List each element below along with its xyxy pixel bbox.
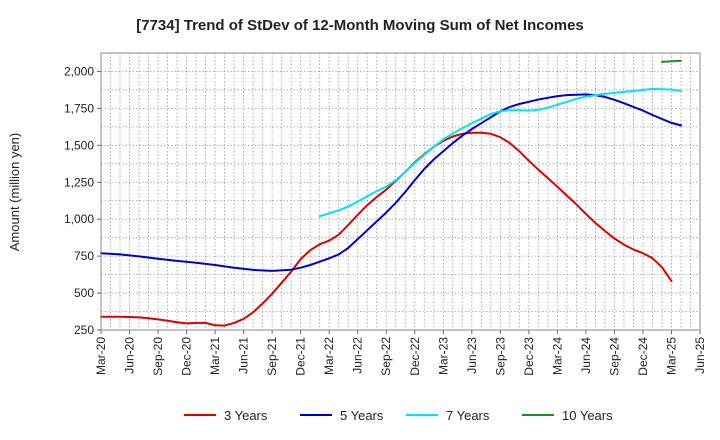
x-tick-label: Sep-23: [493, 337, 507, 376]
x-tick-label: Mar-20: [94, 337, 108, 375]
x-tick-label: Sep-20: [151, 337, 165, 376]
y-tick-label: 500: [74, 286, 94, 300]
x-tick-label: Jun-21: [237, 337, 251, 374]
x-tick-label: Mar-22: [322, 337, 336, 375]
y-tick-label: 2,000: [64, 64, 94, 78]
legend-item: 3 Years: [184, 408, 268, 423]
legend-label: 5 Years: [340, 408, 384, 423]
x-tick-label: Sep-21: [265, 337, 279, 376]
legend-item: 10 Years: [522, 408, 613, 423]
series-line-5-years: [100, 93, 682, 272]
y-tick-label: 750: [74, 249, 94, 263]
plot-frame: [100, 52, 701, 331]
y-tick-label: 1,750: [64, 101, 94, 115]
series-line-10-years: [661, 59, 682, 63]
x-tick-label: Jun-25: [693, 337, 707, 374]
legend-label: 3 Years: [224, 408, 268, 423]
x-tick-label: Dec-23: [522, 337, 536, 376]
legend-label: 10 Years: [562, 408, 613, 423]
x-tick-label: Mar-25: [664, 337, 678, 375]
x-tick-label: Dec-22: [408, 337, 422, 376]
legend-label: 7 Years: [446, 408, 490, 423]
x-tick-label: Sep-24: [607, 337, 621, 376]
y-axis-label: Amount (million yen): [7, 133, 22, 252]
x-tick-label: Dec-24: [636, 337, 650, 376]
series-lines: [100, 59, 682, 327]
x-tick-label: Jun-22: [351, 337, 365, 374]
y-tick-label: 1,250: [64, 175, 94, 189]
x-tick-label: Mar-24: [550, 337, 564, 375]
series-line-7-years: [318, 87, 682, 218]
x-tick-label: Mar-21: [208, 337, 222, 375]
y-tick-label: 250: [74, 323, 94, 337]
legend-item: 5 Years: [300, 408, 384, 423]
x-tick-label: Jun-23: [465, 337, 479, 374]
x-tick-label: Jun-24: [579, 337, 593, 374]
x-tick-label: Dec-20: [180, 337, 194, 376]
grid: [100, 52, 701, 331]
y-tick-label: 1,500: [64, 138, 94, 152]
x-axis: Mar-20 Jun-20 Sep-20 Dec-20 Mar-21 Jun-21 Sep-…: [94, 330, 707, 376]
x-tick-label: Sep-22: [379, 337, 393, 376]
y-tick-label: 1,000: [64, 212, 94, 226]
legend-item: 7 Years: [406, 408, 490, 423]
series-line-3-years: [100, 131, 673, 327]
x-tick-label: Dec-21: [294, 337, 308, 376]
legend: 3 Years 5 Years 7 Years 10 Years: [184, 408, 613, 423]
x-tick-label: Mar-23: [436, 337, 450, 375]
x-tick-label: Jun-20: [123, 337, 137, 374]
y-axis: 250 500 750 1,000 1,250 1,500 1,750 2,000: [64, 64, 101, 337]
chart-title: [7734] Trend of StDev of 12-Month Moving…: [136, 17, 584, 34]
